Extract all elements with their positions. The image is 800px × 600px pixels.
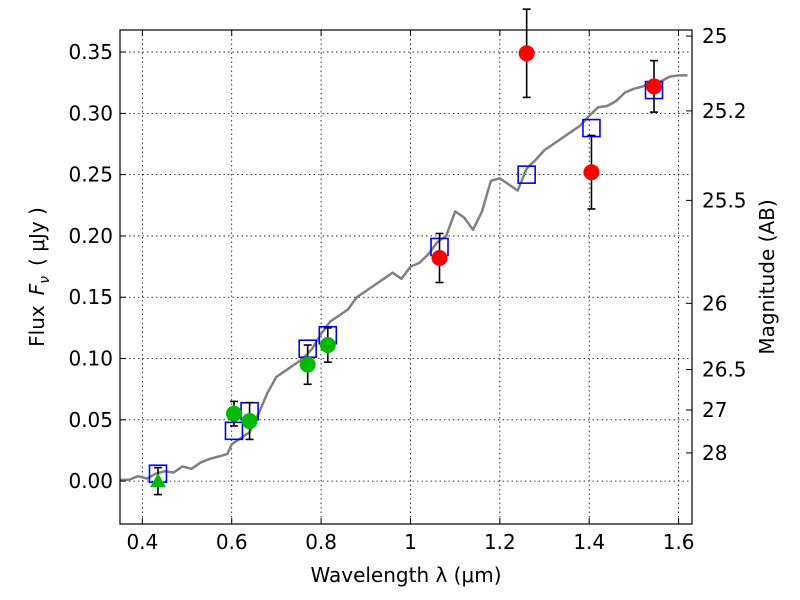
plot-frame (119, 29, 693, 525)
y-tick-label: 0.25 (68, 163, 113, 187)
y2-tick-label: 26.5 (702, 358, 747, 382)
y-axis-label: Flux Fν ( μJy ) (25, 207, 53, 347)
green-data-point (319, 337, 336, 354)
y-axis-label-prefix: Flux (25, 305, 49, 347)
x-tick-label: 1 (404, 530, 417, 554)
y2-tick-label: 27 (702, 398, 727, 422)
y2-tick-label: 25.5 (702, 188, 747, 212)
plot-area (120, 8, 688, 496)
y-tick-label: 0.20 (68, 224, 113, 248)
red-data-point (583, 164, 600, 181)
red-data-point (431, 250, 448, 266)
y-tick-label: 0.00 (68, 469, 113, 493)
y2-tick-label: 26 (702, 291, 727, 315)
green-data-point (241, 413, 258, 430)
x-tick-label: 0.6 (216, 530, 248, 554)
y-tick-label: 0.35 (68, 40, 113, 64)
x-tick-label: 0.8 (305, 530, 337, 554)
green-data-point (299, 356, 316, 373)
red-data-point (518, 45, 535, 62)
x-tick-label: 0.4 (126, 530, 158, 554)
y-axis-label-subscript: ν (37, 276, 53, 284)
grid (120, 30, 692, 524)
y-tick-label: 0.10 (68, 347, 113, 371)
y2-tick-label: 28 (702, 441, 727, 465)
y2-tick-label: 25 (702, 24, 727, 48)
y2-tick-label: 25.2 (702, 99, 747, 123)
model-sed-line (120, 74, 688, 482)
x-axis-label: Wavelength λ (μm) (310, 563, 501, 587)
x-tick-label: 1.6 (663, 530, 695, 554)
y-tick-label: 0.15 (68, 285, 113, 309)
y2-axis-label: Magnitude (AB) (755, 199, 779, 354)
model-point (517, 165, 536, 184)
axes: 0.4 0.6 0.8 1 1.2 1.4 1.6 0.00 0.05 0.10 0.15 0.20 0… (68, 24, 746, 554)
y-axis-label-unit: ( μJy ) (25, 207, 49, 266)
x-tick-label: 1.4 (573, 530, 605, 554)
red-data-point (646, 78, 663, 95)
model-point (582, 118, 601, 138)
y-axis-label-symbol: F (25, 283, 49, 295)
upper-limit-marker (149, 473, 166, 488)
green-data-point (225, 405, 242, 422)
y-tick-label: 0.30 (68, 101, 113, 125)
x-tick-label: 1.2 (484, 530, 516, 554)
y-tick-label: 0.05 (68, 408, 113, 432)
